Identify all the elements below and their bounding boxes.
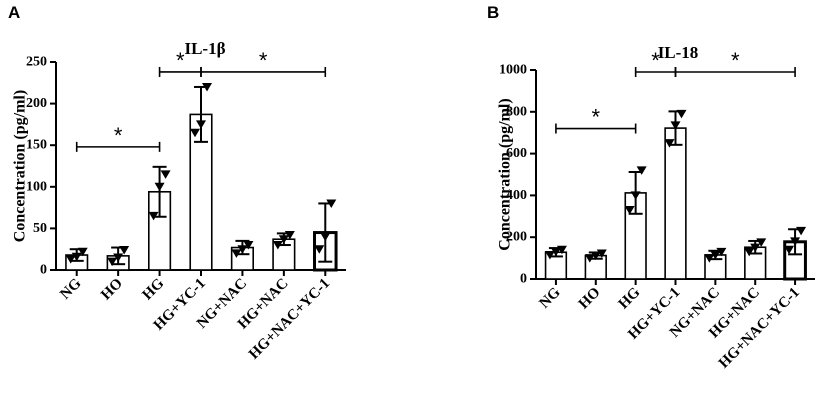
data-point bbox=[154, 182, 165, 192]
data-point bbox=[584, 254, 595, 263]
x-category-label: HO bbox=[98, 276, 126, 304]
data-point bbox=[550, 247, 561, 257]
chart-panel-a: A IL-1β Concentration (pg/ml) 0 50 100 150 200 2… bbox=[8, 3, 346, 363]
data-point bbox=[202, 82, 212, 92]
y-axis-title: Concentration (pg/ml) bbox=[497, 98, 514, 250]
data-point bbox=[243, 241, 254, 250]
y-tick-label: 400 bbox=[506, 188, 527, 203]
significance-label: * bbox=[176, 48, 185, 73]
data-point bbox=[278, 235, 289, 244]
chart-title: IL-1β bbox=[184, 39, 225, 58]
data-point bbox=[320, 232, 331, 242]
data-point bbox=[710, 250, 721, 260]
y-axis-title: Concentration (pg/ml) bbox=[12, 90, 29, 242]
data-point bbox=[284, 231, 295, 240]
data-point bbox=[77, 247, 88, 257]
x-category-label: HG bbox=[140, 275, 168, 303]
data-point bbox=[704, 254, 715, 263]
data-point bbox=[113, 253, 124, 263]
data-point bbox=[237, 245, 248, 254]
y-tick-label: 250 bbox=[26, 55, 47, 70]
data-point bbox=[796, 226, 807, 236]
data-point bbox=[790, 237, 801, 246]
data-point bbox=[630, 191, 641, 200]
data-point bbox=[231, 249, 242, 258]
x-category-label: HG bbox=[616, 284, 644, 312]
significance-label: * bbox=[259, 48, 268, 73]
x-category-label: HO bbox=[576, 285, 604, 313]
data-point bbox=[107, 257, 118, 267]
data-point bbox=[664, 139, 675, 148]
x-category-label: NG bbox=[57, 275, 84, 302]
data-point bbox=[272, 241, 283, 250]
data-point bbox=[160, 170, 171, 179]
data-point bbox=[544, 250, 555, 260]
y-tick-label: 0 bbox=[520, 272, 527, 287]
y-tick-label: 800 bbox=[506, 104, 527, 119]
data-point bbox=[196, 120, 206, 129]
data-point bbox=[744, 247, 755, 257]
panel-letter: B bbox=[487, 3, 499, 22]
y-tick-label: 150 bbox=[26, 138, 47, 153]
data-point bbox=[190, 128, 200, 138]
data-point bbox=[596, 249, 607, 259]
data-point bbox=[326, 199, 337, 208]
data-point bbox=[314, 245, 325, 254]
x-category-label: NG bbox=[537, 284, 564, 311]
data-point bbox=[636, 166, 647, 175]
y-tick-label: 200 bbox=[506, 230, 527, 245]
data-point bbox=[676, 109, 687, 119]
y-tick-label: 200 bbox=[26, 96, 47, 111]
chart-panel-b: B IL-18 Concentration (pg/ml) 0 200 400 600 800… bbox=[487, 3, 815, 372]
bar bbox=[664, 127, 687, 280]
y-tick-label: 50 bbox=[33, 221, 47, 236]
chart-title: IL-18 bbox=[658, 43, 699, 62]
data-point bbox=[148, 211, 159, 221]
data-point bbox=[750, 243, 761, 253]
significance-label: * bbox=[592, 105, 601, 130]
data-point bbox=[71, 252, 82, 262]
data-point bbox=[65, 255, 76, 264]
significance-label: * bbox=[114, 123, 123, 148]
data-point bbox=[590, 251, 601, 261]
data-point bbox=[784, 245, 795, 255]
y-tick-label: 1000 bbox=[499, 63, 527, 78]
data-point bbox=[624, 206, 635, 215]
significance-label: * bbox=[651, 48, 660, 73]
y-tick-label: 0 bbox=[40, 263, 47, 278]
data-point bbox=[756, 238, 767, 247]
data-point bbox=[716, 247, 727, 257]
y-tick-label: 100 bbox=[26, 179, 47, 194]
data-point bbox=[670, 121, 681, 130]
panel-letter: A bbox=[8, 3, 20, 22]
data-point bbox=[556, 245, 567, 255]
y-tick-label: 600 bbox=[506, 146, 527, 161]
significance-label: * bbox=[731, 48, 740, 73]
data-point bbox=[119, 246, 130, 255]
